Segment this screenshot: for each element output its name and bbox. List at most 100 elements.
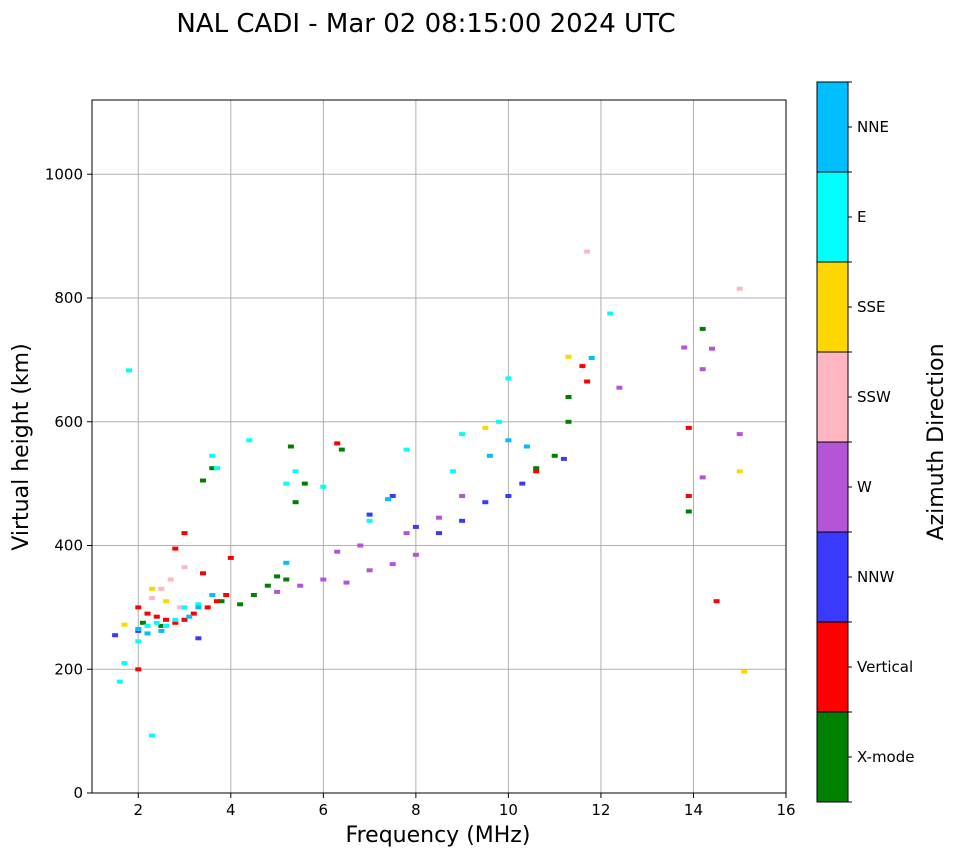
point-nnw: [459, 518, 466, 523]
point-e: [505, 376, 512, 381]
y-tick-label: 400: [54, 537, 83, 555]
point-sse: [482, 425, 489, 430]
point-x-mode: [685, 509, 692, 514]
y-axis-ticks: 0 200 400 600 800 1000: [45, 165, 92, 802]
point-e: [213, 466, 220, 471]
chart-title: NAL CADI - Mar 02 08:15:00 2024 UTC: [176, 9, 675, 39]
point-e: [181, 605, 188, 610]
point-e: [172, 617, 179, 622]
point-vertical: [172, 620, 179, 625]
point-e: [121, 661, 128, 666]
point-e: [126, 368, 132, 373]
point-w: [699, 475, 706, 480]
point-w: [366, 568, 373, 573]
point-x-mode: [250, 593, 257, 597]
colorbar-segment: [817, 712, 848, 802]
point-w: [616, 385, 623, 390]
point-nnw: [389, 494, 396, 498]
point-nne: [588, 356, 595, 360]
x-tick-label: 4: [226, 801, 236, 819]
point-ssw: [158, 586, 165, 591]
point-e: [153, 620, 160, 625]
point-nne: [486, 453, 493, 458]
point-x-mode: [139, 620, 146, 625]
point-x-mode: [237, 602, 244, 607]
point-w: [297, 583, 304, 588]
colorbar-tick-label: Vertical: [857, 658, 913, 676]
point-vertical: [584, 379, 591, 384]
point-sse: [163, 599, 169, 604]
point-e: [195, 602, 202, 607]
point-sse: [565, 354, 572, 359]
point-w: [412, 552, 419, 557]
point-e: [209, 453, 216, 458]
point-x-mode: [287, 444, 294, 449]
point-x-mode: [292, 500, 299, 505]
point-x-mode: [551, 453, 558, 458]
x-tick-label: 16: [776, 801, 795, 819]
point-nne: [505, 438, 512, 443]
point-vertical: [181, 531, 188, 536]
point-e: [283, 481, 290, 486]
point-nne: [135, 627, 142, 631]
point-vertical: [135, 605, 142, 610]
point-vertical: [181, 617, 188, 622]
data-points: [112, 249, 748, 738]
point-nne: [385, 497, 392, 502]
point-nnw: [505, 494, 512, 498]
point-w: [736, 432, 743, 437]
y-tick-label: 600: [54, 413, 83, 431]
point-vertical: [533, 469, 540, 474]
point-sse: [736, 469, 743, 474]
point-x-mode: [699, 326, 706, 331]
point-x-mode: [274, 574, 281, 579]
y-axis-label: Virtual height (km): [9, 343, 34, 550]
point-w: [709, 346, 715, 351]
point-x-mode: [158, 623, 165, 628]
point-e: [496, 419, 503, 424]
plot-area: [91, 99, 787, 794]
point-x-mode: [264, 583, 271, 588]
point-sse: [149, 586, 156, 591]
x-tick-label: 12: [591, 801, 610, 819]
colorbar-tick-label: W: [857, 478, 872, 496]
point-e: [163, 623, 169, 628]
colorbar-tick-label: NNE: [857, 118, 889, 136]
y-tick-label: 800: [54, 289, 83, 307]
colorbar-tick-label: NNW: [857, 568, 894, 586]
y-tick-label: 200: [54, 660, 83, 678]
point-nnw: [112, 633, 119, 638]
point-x-mode: [209, 466, 216, 471]
point-vertical: [579, 364, 586, 369]
point-e: [366, 518, 373, 523]
point-e: [292, 469, 299, 474]
point-e: [144, 623, 151, 628]
point-x-mode: [565, 395, 572, 399]
point-vertical: [153, 614, 160, 619]
colorbar-segment: [817, 622, 848, 712]
point-vertical: [713, 599, 720, 604]
point-nne: [186, 614, 193, 619]
x-tick-label: 10: [499, 801, 518, 819]
colorbar-segment: [817, 352, 848, 442]
grid: [92, 100, 787, 794]
point-e: [459, 432, 466, 437]
point-x-mode: [283, 577, 290, 582]
point-vertical: [204, 605, 211, 610]
point-e: [135, 639, 142, 644]
point-e: [403, 447, 410, 452]
point-x-mode: [533, 466, 540, 471]
point-x-mode: [301, 481, 308, 486]
point-w: [459, 494, 466, 498]
point-nnw: [195, 636, 202, 641]
point-e: [449, 469, 456, 474]
colorbar: X-mode Vertical NNW W SSW SSE E NNE: [816, 81, 914, 803]
point-nnw: [519, 481, 526, 486]
point-w: [699, 367, 706, 372]
point-w: [389, 562, 396, 567]
point-w: [681, 345, 688, 350]
point-nne: [158, 628, 165, 633]
point-vertical: [334, 441, 341, 446]
x-tick-label: 14: [684, 801, 703, 819]
y-tick-label: 0: [73, 784, 83, 802]
